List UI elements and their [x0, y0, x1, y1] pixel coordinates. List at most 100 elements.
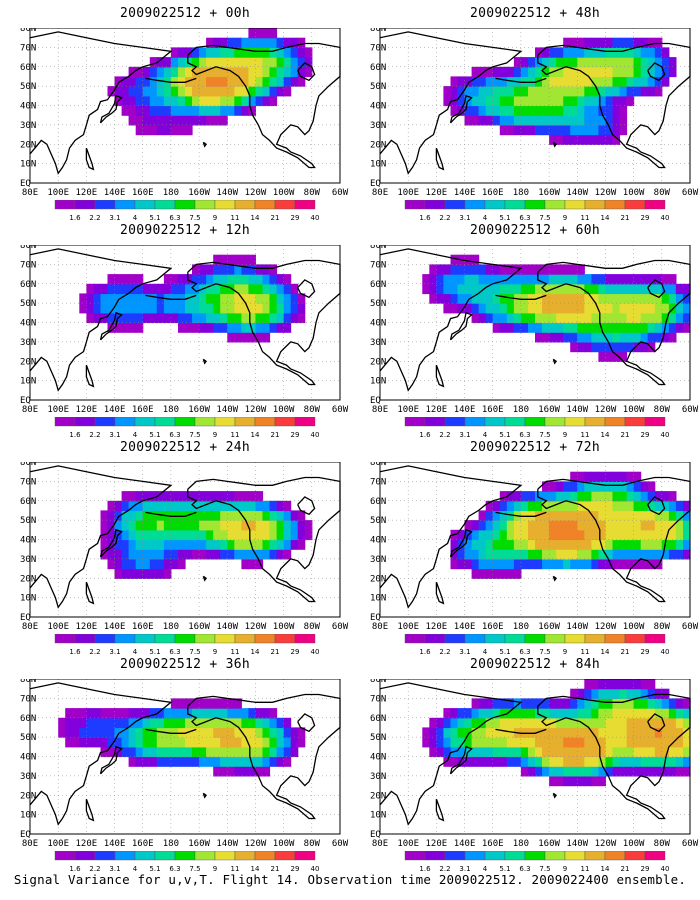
lon-label: 160W: [188, 188, 210, 198]
lon-label: 100E: [397, 839, 419, 849]
lon-label: 180: [163, 405, 179, 415]
colorbar-label: 14: [251, 648, 260, 656]
colorbar-label: 14: [251, 865, 260, 873]
colorbar-label: 2.2: [89, 214, 100, 222]
lat-label: 30N: [370, 772, 386, 782]
colorbar-label: 40: [311, 865, 320, 873]
colorbar-swatch: [584, 851, 606, 861]
colorbar-label: 3.1: [109, 648, 120, 656]
lat-label: 10N: [20, 811, 36, 821]
lat-label: 20N: [20, 357, 36, 367]
colorbar-swatch: [254, 634, 276, 644]
lon-label: 140W: [566, 622, 588, 632]
colorbar-swatch: [544, 851, 566, 861]
lat-label: 40N: [20, 753, 36, 763]
lat-label: 10N: [370, 811, 386, 821]
map-frame: [379, 462, 691, 618]
colorbar-label: 2.2: [439, 865, 450, 873]
colorbar-swatch: [234, 634, 256, 644]
lat-label: 50N: [20, 733, 36, 743]
colorbar-swatch: [644, 634, 666, 644]
lon-label: 120E: [76, 622, 98, 632]
colorbar-swatch: [174, 417, 196, 427]
colorbar-swatch: [174, 634, 196, 644]
lat-label: 40N: [370, 536, 386, 546]
colorbar-swatch: [214, 417, 236, 427]
figure-caption: Signal Variance for u,v,T. Flight 14. Ob…: [13, 872, 687, 887]
colorbar-swatch: [74, 634, 96, 644]
lat-label: 50N: [370, 733, 386, 743]
lat-label: 40N: [370, 753, 386, 763]
colorbar-swatch: [604, 417, 626, 427]
colorbar-swatch: [54, 417, 76, 427]
colorbar-label: 11: [231, 648, 240, 656]
lon-label: 160E: [132, 839, 154, 849]
lon-label: 160W: [538, 839, 560, 849]
coastlines: [29, 465, 341, 609]
colorbar-label: 6.3: [169, 431, 180, 439]
lon-label: 120W: [245, 622, 267, 632]
colorbar-label: 4: [133, 214, 138, 222]
colorbar-swatch: [94, 851, 116, 861]
lon-label: 100W: [273, 188, 295, 198]
colorbar-swatch: [484, 851, 506, 861]
map-frame: [379, 28, 691, 184]
lon-label: 160E: [132, 188, 154, 198]
map-panel-00h: 2009022512 + 00h 80N 70N 60N 50N 40N 30N 20N 10N…: [20, 6, 350, 222]
colorbar-swatch: [584, 200, 606, 210]
lon-label: 60W: [332, 839, 349, 849]
lon-label: 180: [163, 839, 179, 849]
colorbar-label: 3.1: [459, 214, 470, 222]
lat-label: 20N: [370, 357, 386, 367]
map-panel-60h: 2009022512 + 60h 80N 70N 60N 50N 40N 30N 20N 10N…: [370, 223, 700, 439]
colorbar-swatch: [424, 634, 446, 644]
colorbar-label: 5.1: [499, 214, 510, 222]
lon-label: 140W: [566, 839, 588, 849]
lat-label: EQ: [20, 613, 31, 623]
colorbar-swatch: [464, 200, 486, 210]
colorbar-swatch: [254, 417, 276, 427]
lat-label: 10N: [20, 594, 36, 604]
coastlines: [379, 682, 691, 826]
colorbar-label: 6.3: [519, 214, 530, 222]
colorbar-label: 11: [581, 865, 590, 873]
lon-label: 120W: [595, 622, 617, 632]
lon-label: 80E: [372, 405, 388, 415]
lon-label: 160E: [482, 622, 504, 632]
lon-label: 180: [513, 405, 529, 415]
colorbar-label: 7.5: [539, 648, 550, 656]
colorbar-label: 40: [311, 431, 320, 439]
lat-label: 10N: [20, 377, 36, 387]
colorbar-swatch: [424, 851, 446, 861]
colorbar-swatch: [424, 417, 446, 427]
panel-title: 2009022512 + 84h: [469, 657, 601, 672]
colorbar-swatch: [484, 634, 506, 644]
lon-label: 80W: [304, 622, 321, 632]
colorbar-swatch: [154, 851, 176, 861]
lon-label: 140W: [216, 839, 238, 849]
colorbar-label: 11: [581, 431, 590, 439]
colorbar-label: 1.6: [69, 865, 81, 873]
coastlines: [29, 31, 341, 175]
lon-label: 120E: [426, 839, 448, 849]
lon-label: 60W: [332, 622, 349, 632]
colorbar-swatch: [114, 417, 136, 427]
variance-field: [79, 254, 306, 343]
colorbar-label: 29: [291, 648, 300, 656]
lon-label: 80E: [22, 188, 38, 198]
colorbar-swatch: [584, 417, 606, 427]
lon-label: 60W: [682, 405, 699, 415]
lat-label: 50N: [370, 516, 386, 526]
colorbar-swatch: [274, 417, 296, 427]
colorbar-label: 4: [133, 431, 138, 439]
lat-label: 80N: [20, 28, 36, 34]
colorbar-label: 29: [641, 214, 650, 222]
lat-label: 50N: [370, 299, 386, 309]
colorbar-swatch: [174, 200, 196, 210]
lon-label: 80W: [304, 405, 321, 415]
lon-label: 100E: [47, 622, 69, 632]
colorbar-swatch: [114, 851, 136, 861]
lon-label: 120E: [76, 839, 98, 849]
